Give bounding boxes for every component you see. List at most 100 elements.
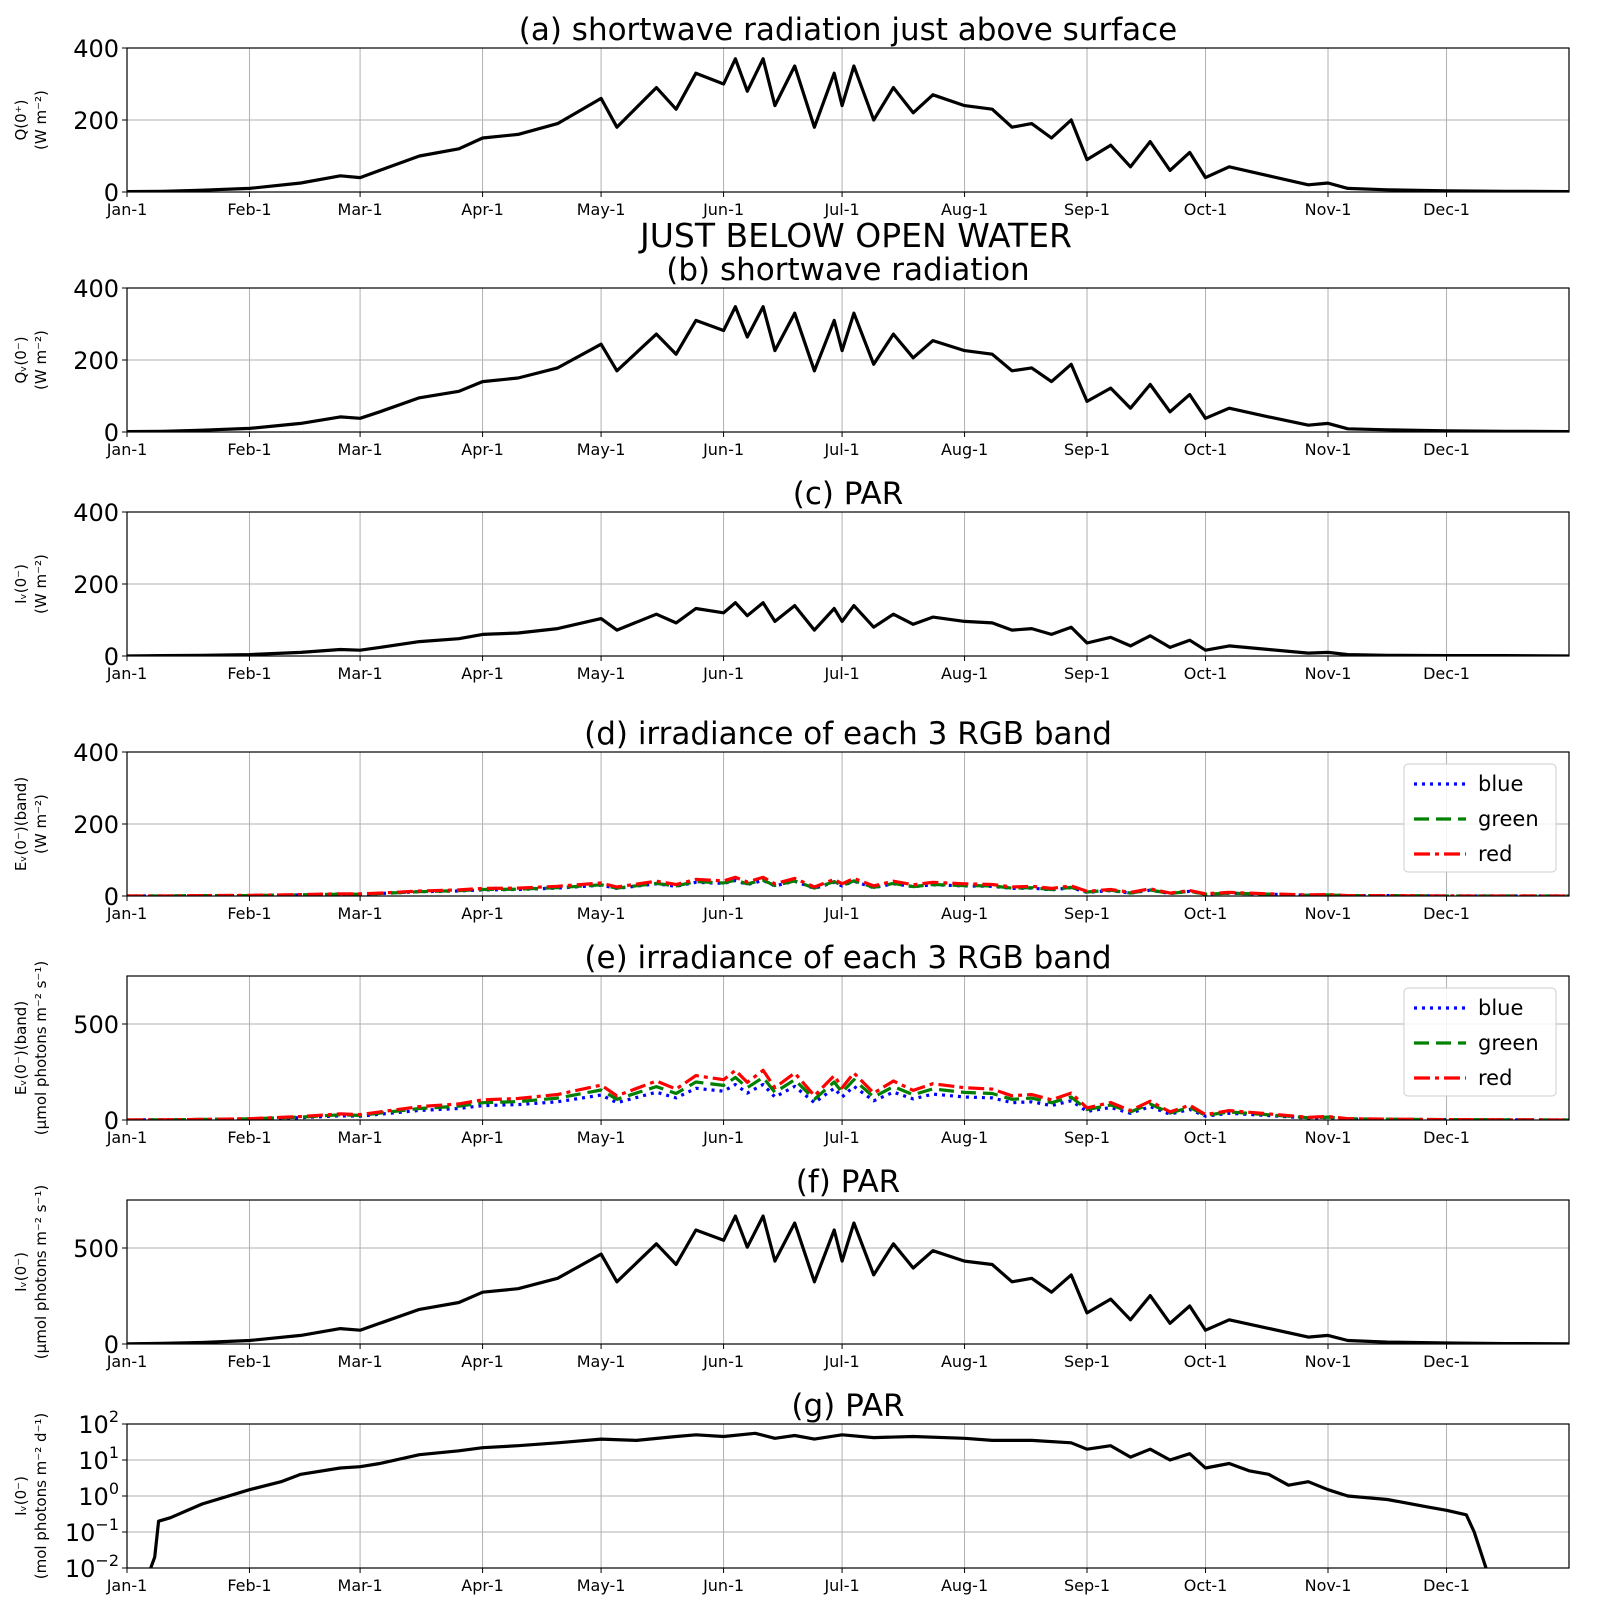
panel-d-xtick-label-7: Aug-1 [941,904,988,923]
panel-a-ytick-label-2: 400 [73,35,119,63]
panel-d-legend-box [1403,763,1557,873]
panel-d-xtick-label-5: Jun-1 [702,904,744,923]
panel-e-series-red [127,1068,1569,1120]
panel-f-xtick-label-4: May-1 [577,1352,626,1371]
panel-f-xtick-label-1: Feb-1 [227,1352,271,1371]
panel-e-ylabel-line-1: (µmol photons m⁻² s⁻¹) [32,961,50,1135]
panel-c-xtick-label-3: Apr-1 [461,664,504,683]
panel-b-ylabel-line-1: (W m⁻²) [32,330,50,390]
panel-c-xtick-label-4: May-1 [577,664,626,683]
panel-a-xtick-label-5: Jun-1 [702,200,744,219]
panel-g-ytick-label-3: 101 [78,1443,119,1475]
panel-a-xtick-label-0: Jan-1 [106,200,148,219]
panel-g-ytick-label-0: 10−2 [65,1551,119,1583]
panel-d-series-green [127,878,1569,896]
panel-c-ytick-label-2: 400 [73,499,119,527]
panel-b-xtick-label-7: Aug-1 [941,440,988,459]
panel-b-ytick-label-1: 200 [73,347,119,375]
panel-f-xtick-label-0: Jan-1 [106,1352,148,1371]
panel-f-ylabel-line-1: (µmol photons m⁻² s⁻¹) [32,1185,50,1359]
panel-c-axes-frame [126,511,1570,657]
panel-g-xtick-label-7: Aug-1 [941,1576,988,1595]
panel-a-ytick-label-0: 0 [104,179,119,207]
panel-f-xtick-label-8: Sep-1 [1064,1352,1110,1371]
panel-c-ytick-label-1: 200 [73,571,119,599]
panel-e-legend-label-red: red [1478,1066,1512,1090]
panel-d-xtick-label-4: May-1 [577,904,626,923]
panel-f-axes-frame [126,1199,1570,1345]
panel-c-xtick-label-5: Jun-1 [702,664,744,683]
panel-g-ytick-label-4: 102 [78,1407,119,1439]
panel-f-xtick-label-6: Jul-1 [823,1352,859,1371]
panel-g-ytick-label-2: 100 [78,1479,119,1511]
panel-g-xtick-label-0: Jan-1 [106,1576,148,1595]
panel-b-xtick-label-8: Sep-1 [1064,440,1110,459]
panel-d-xtick-label-10: Nov-1 [1305,904,1352,923]
panel-d-series-red [127,875,1569,896]
panel-d-xtick-label-3: Apr-1 [461,904,504,923]
panel-e-xtick-label-11: Dec-1 [1423,1128,1470,1147]
panel-a-xtick-label-8: Sep-1 [1064,200,1110,219]
panel-c-xtick-label-9: Oct-1 [1184,664,1228,683]
panel-g-ytick-label-1: 10−1 [65,1515,119,1547]
panel-f-xtick-label-9: Oct-1 [1184,1352,1228,1371]
panel-f-xtick-label-10: Nov-1 [1305,1352,1352,1371]
panel-c-xtick-label-8: Sep-1 [1064,664,1110,683]
panel-a-ylabel-line-1: (W m⁻²) [32,90,50,150]
panel-e-legend-label-blue: blue [1478,996,1523,1020]
panel-f-xtick-label-11: Dec-1 [1423,1352,1470,1371]
panel-f-xtick-label-7: Aug-1 [941,1352,988,1371]
panel-c-xtick-label-10: Nov-1 [1305,664,1352,683]
panel-e-legend-label-green: green [1478,1031,1539,1055]
panel-b-xtick-label-2: Mar-1 [338,440,383,459]
panel-d-xtick-label-0: Jan-1 [106,904,148,923]
panel-f-title: (f) PAR [796,1164,900,1200]
panel-c-xtick-label-6: Jul-1 [823,664,859,683]
panel-e-ylabel-line-0: Eᵥ(0⁻)(band) [12,1001,30,1095]
panel-g-ylabel-line-1: (mol photons m⁻² d⁻¹) [32,1413,50,1580]
panel-b-ylabel-line-0: Qᵥ(0⁻) [12,336,30,383]
panel-c-ylabel-line-1: (W m⁻²) [32,554,50,614]
panel-c-title: (c) PAR [793,476,904,512]
panel-d-title: (d) irradiance of each 3 RGB band [584,716,1112,752]
panel-d-ytick-label-2: 400 [73,739,119,767]
panel-f-xtick-label-5: Jun-1 [702,1352,744,1371]
panel-b-xtick-label-6: Jul-1 [823,440,859,459]
panel-g-xtick-label-8: Sep-1 [1064,1576,1110,1595]
panel-e-xtick-label-10: Nov-1 [1305,1128,1352,1147]
panel-c-xtick-label-11: Dec-1 [1423,664,1470,683]
panel-c-xtick-label-2: Mar-1 [338,664,383,683]
panel-d-legend-label-blue: blue [1478,772,1523,796]
panel-c-xtick-label-1: Feb-1 [227,664,271,683]
panel-a-xtick-label-6: Jul-1 [823,200,859,219]
panel-d-ytick-label-1: 200 [73,811,119,839]
panel-e-xtick-label-9: Oct-1 [1184,1128,1228,1147]
panel-f-ytick-label-0: 0 [104,1331,119,1359]
panel-g-xtick-label-2: Mar-1 [338,1576,383,1595]
panel-a-series-line-0 [127,57,1569,192]
panel-e-xtick-label-7: Aug-1 [941,1128,988,1147]
panel-d-legend-label-green: green [1478,807,1539,831]
panel-d-xtick-label-11: Dec-1 [1423,904,1470,923]
panel-d-ylabel-line-0: Eᵥ(0⁻)(band) [12,777,30,871]
panel-a-xtick-label-11: Dec-1 [1423,200,1470,219]
panel-f-series-line-0 [127,1214,1569,1344]
panel-c-xtick-label-7: Aug-1 [941,664,988,683]
panel-f-xtick-label-2: Mar-1 [338,1352,383,1371]
panel-g-xtick-label-11: Dec-1 [1423,1576,1470,1595]
panel-b-xtick-label-1: Feb-1 [227,440,271,459]
panel-b-series-line-0 [127,305,1569,432]
panel-d-xtick-label-6: Jul-1 [823,904,859,923]
panel-d-axes-frame [126,751,1570,897]
panel-a-ylabel-line-0: Q(0⁺) [12,100,30,141]
panel-g-title: (g) PAR [791,1388,904,1424]
panel-b-xtick-label-5: Jun-1 [702,440,744,459]
panel-e-xtick-label-1: Feb-1 [227,1128,271,1147]
panel-b-xtick-label-0: Jan-1 [106,440,148,459]
panel-f-ytick-label-1: 500 [73,1235,119,1263]
panel-e-xtick-label-2: Mar-1 [338,1128,383,1147]
panel-d-xtick-label-8: Sep-1 [1064,904,1110,923]
panel-e-xtick-label-0: Jan-1 [106,1128,148,1147]
